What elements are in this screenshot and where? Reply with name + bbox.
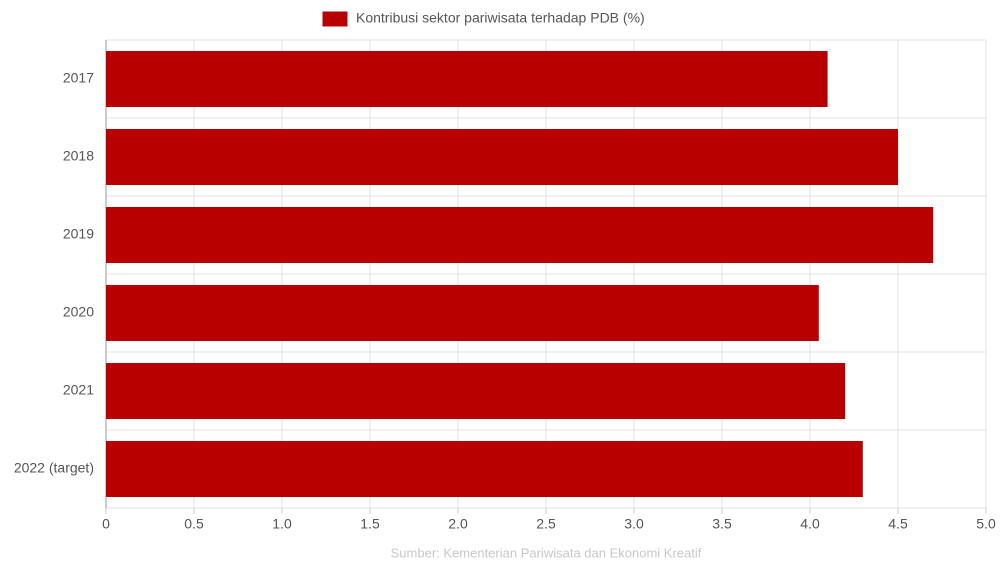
y-tick-label: 2021 — [63, 382, 94, 398]
x-tick-label: 2.5 — [536, 516, 556, 532]
legend-swatch — [321, 10, 349, 28]
bar — [106, 363, 846, 419]
x-tick-label: 4.0 — [800, 516, 820, 532]
x-tick-label: 0 — [102, 516, 110, 532]
y-tick-label: 2018 — [63, 148, 94, 164]
y-tick-label: 2019 — [63, 226, 94, 242]
x-tick-label: 3.0 — [624, 516, 644, 532]
bar — [106, 51, 828, 107]
x-tick-label: 1.0 — [272, 516, 292, 532]
x-tick-label: 5.0 — [976, 516, 996, 532]
y-tick-label: 2022 (target) — [14, 460, 94, 476]
x-tick-label: 1.5 — [360, 516, 380, 532]
x-tick-label: 3.5 — [712, 516, 732, 532]
bar — [106, 207, 934, 263]
bar — [106, 285, 819, 341]
legend-label: Kontribusi sektor pariwisata terhadap PD… — [356, 10, 645, 26]
x-tick-label: 2.0 — [448, 516, 468, 532]
bar — [106, 441, 863, 497]
source-note: Sumber: Kementerian Pariwisata dan Ekono… — [391, 545, 702, 560]
x-tick-label: 0.5 — [184, 516, 204, 532]
y-tick-label: 2020 — [63, 304, 94, 320]
bar — [106, 129, 898, 185]
y-tick-label: 2017 — [63, 70, 94, 86]
x-tick-label: 4.5 — [888, 516, 908, 532]
